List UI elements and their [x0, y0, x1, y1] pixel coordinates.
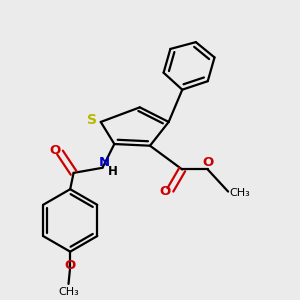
- Text: CH₃: CH₃: [230, 188, 250, 198]
- Text: S: S: [87, 113, 97, 127]
- Text: CH₃: CH₃: [58, 287, 79, 297]
- Text: O: O: [202, 155, 213, 169]
- Text: O: O: [49, 144, 61, 157]
- Text: O: O: [160, 185, 171, 198]
- Text: H: H: [108, 165, 118, 178]
- Text: O: O: [64, 259, 76, 272]
- Text: N: N: [99, 156, 110, 169]
